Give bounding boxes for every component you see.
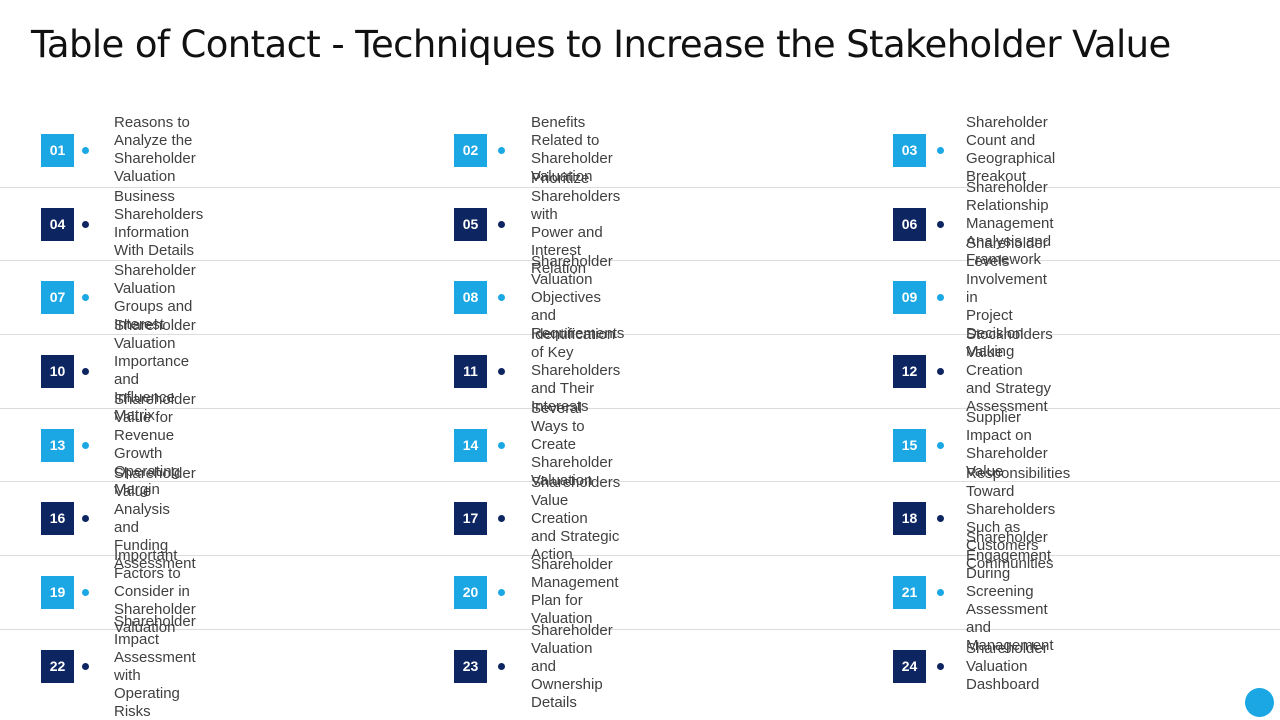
item-label: Stockholders Value Creation and Strategy… [966,326,1053,416]
item-number-badge: 20 [454,575,487,609]
item-number-badge: 13 [41,428,74,462]
item-label: Supplier Impact on Shareholder Value [966,409,1048,481]
item-number-badge: 06 [893,207,926,241]
bullet-dot-icon [498,220,505,228]
contents-row: 19 Important Factors to Consider in Shar… [0,529,1280,654]
contents-row: 22 Shareholder Impact Assessment with Op… [0,613,1280,720]
item-number-badge: 01 [41,133,74,167]
bullet-dot-icon [937,663,944,671]
bullet-dot-icon [82,515,89,523]
contents-row: 13 Shareholder Value for Revenue Growth … [0,391,1280,498]
item-label: Shareholder Relationship Management Anal… [966,179,1054,269]
item-label: Identification of Key Shareholders and T… [531,326,621,416]
item-label: Important Factors to Consider in Shareho… [114,547,196,637]
contents-row: 16 Shareholder Value Analysis and Fundin… [0,465,1280,572]
item-label: Shareholder Count and Geographical Break… [966,114,1056,186]
item-number-badge: 02 [454,133,487,167]
item-label: Shareholder Value Analysis and Funding A… [114,464,196,572]
item-number-badge: 10 [41,354,74,388]
item-label: Shareholder Value for Revenue Growth Ope… [114,391,196,499]
bullet-dot-icon [82,588,89,596]
item-label: Business Shareholders Information With D… [114,188,204,260]
bullet-dot-icon [82,441,89,449]
item-label: Shareholder Valuation and Ownership Deta… [531,621,613,711]
item-number-badge: 22 [41,650,74,684]
bullet-dot-icon [82,663,89,671]
bullet-dot-icon [937,588,944,596]
item-number-badge: 15 [893,428,926,462]
item-number-badge: 18 [893,502,926,536]
item-number-badge: 12 [893,354,926,388]
item-number-badge: 03 [893,133,926,167]
bullet-dot-icon [937,367,944,375]
item-number-badge: 04 [41,207,74,241]
item-number-badge: 09 [893,281,926,315]
bullet-dot-icon [82,294,89,302]
item-label: Shareholder Valuation Importance and Inf… [114,317,196,425]
item-number-badge: 23 [454,650,487,684]
item-label: Shareholder Levels Involvement in Projec… [966,234,1048,360]
item-label: Reasons to Analyze the Shareholder Valua… [114,114,196,186]
page-title: Table of Contact - Techniques to Increas… [31,23,1171,66]
bullet-dot-icon [937,220,944,228]
bullet-dot-icon [82,146,89,154]
item-number-badge: 24 [893,650,926,684]
bullet-dot-icon [498,294,505,302]
bullet-dot-icon [82,367,89,375]
item-number-badge: 07 [41,281,74,315]
bullet-dot-icon [82,220,89,228]
item-label: Shareholder Engagement During Screening … [966,529,1054,655]
item-number-badge: 11 [454,354,487,388]
item-label: Shareholder Impact Assessment with Opera… [114,612,196,720]
bullet-dot-icon [498,663,505,671]
item-label: Benefits Related to Shareholder Valuatio… [531,114,613,186]
bullet-dot-icon [498,515,505,523]
item-label: Shareholders Value Creation and Strategi… [531,473,621,563]
contents-row: 04 Business Shareholders Information Wit… [0,170,1280,277]
item-label: Prioritize Shareholders with Power and I… [531,170,621,278]
bullet-dot-icon [937,515,944,523]
item-number-badge: 16 [41,502,74,536]
contents-row: 01 Reasons to Analyze the Shareholder Va… [0,114,1280,188]
bullet-dot-icon [937,294,944,302]
item-number-badge: 08 [454,281,487,315]
item-number-badge: 21 [893,575,926,609]
item-label: Shareholder Valuation Objectives and Req… [531,252,625,342]
contents-grid: 01 Reasons to Analyze the Shareholder Va… [0,114,1280,720]
contents-row: 10 Shareholder Valuation Importance and … [0,317,1280,424]
bullet-dot-icon [937,441,944,449]
bullet-dot-icon [498,588,505,596]
item-number-badge: 19 [41,575,74,609]
item-number-badge: 05 [454,207,487,241]
item-number-badge: 14 [454,428,487,462]
item-label: Several Ways to Create Shareholder Valua… [531,400,613,490]
bullet-dot-icon [937,146,944,154]
bullet-dot-icon [498,367,505,375]
item-number-badge: 17 [454,502,487,536]
item-label: Shareholder Management Plan for Valuatio… [531,556,619,628]
item-label: Responsibilities Toward Shareholders Suc… [966,464,1071,572]
item-label: Shareholder Valuation Groups and Interes… [114,261,196,333]
bullet-dot-icon [498,441,505,449]
contents-row: 07 Shareholder Valuation Groups and Inte… [0,235,1280,360]
corner-circle-icon [1245,688,1274,717]
item-label: Shareholder Valuation Dashboard [966,639,1048,693]
bullet-dot-icon [498,146,505,154]
